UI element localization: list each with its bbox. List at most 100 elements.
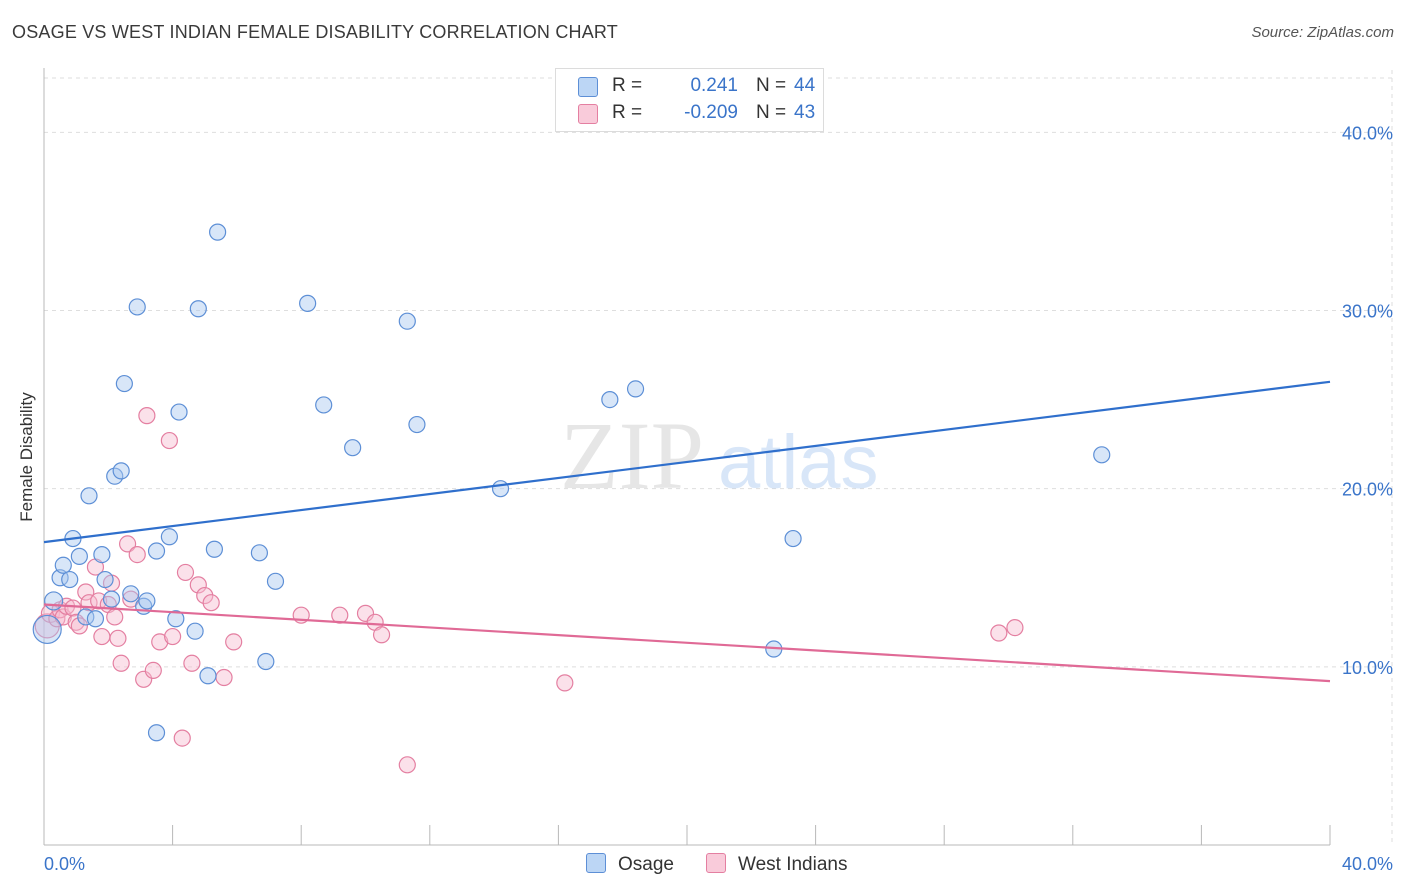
osage-point <box>112 462 130 480</box>
west-indians-trend-line <box>43 603 1331 683</box>
osage-points <box>32 223 1111 742</box>
osage-point <box>54 556 72 574</box>
osage-point <box>199 667 217 685</box>
osage-point <box>160 528 178 546</box>
chart-source: Source: ZipAtlas.com <box>1251 24 1394 41</box>
west-indians-point <box>64 599 82 617</box>
west-indians-point <box>160 431 178 450</box>
west-indians-point <box>138 407 156 425</box>
west-indians-point <box>183 654 201 672</box>
west-indians-point <box>90 592 108 610</box>
osage-point <box>189 300 207 318</box>
west-indians-point <box>990 624 1008 642</box>
gridlines <box>44 70 1393 845</box>
osage-point <box>115 374 133 393</box>
x-tick-label-min: 0.0% <box>44 854 85 874</box>
osage-r-value: 0.241 <box>690 75 738 96</box>
bottom-legend-west-indians: West Indians <box>706 853 847 876</box>
west-indians-point <box>196 586 214 605</box>
west-indians-point <box>112 654 130 672</box>
west-indians-swatch <box>578 104 598 124</box>
osage-point <box>209 223 227 241</box>
osage-point <box>784 529 802 548</box>
osage-point <box>147 542 166 560</box>
osage-point <box>122 585 140 603</box>
osage-point <box>491 480 510 498</box>
west-indians-r-label: R = <box>612 102 643 123</box>
west-indians-legend-label: West Indians <box>738 854 848 875</box>
west-indians-point <box>225 633 243 651</box>
west-indians-points <box>34 407 1024 774</box>
osage-point <box>44 591 64 611</box>
west-indians-point <box>1006 619 1024 637</box>
west-indians-point <box>144 661 162 680</box>
osage-point <box>128 298 146 316</box>
west-indians-point <box>151 633 169 651</box>
west-indians-point <box>109 629 127 647</box>
west-indians-point <box>173 729 191 747</box>
watermark: ZIP atlas <box>560 402 879 509</box>
osage-point <box>250 544 269 562</box>
osage-point <box>86 610 105 628</box>
osage-point <box>32 614 62 645</box>
watermark-atlas: atlas <box>718 420 879 505</box>
osage-point <box>344 439 362 457</box>
osage-point <box>601 390 619 409</box>
osage-point <box>167 610 185 628</box>
y-tick-label: 40.0% <box>1342 123 1393 143</box>
y-tick-label: 10.0% <box>1342 658 1393 678</box>
y-tick-label: 30.0% <box>1342 302 1393 322</box>
chart-title: OSAGE VS WEST INDIAN FEMALE DISABILITY C… <box>12 22 618 42</box>
west-indians-point <box>77 583 95 601</box>
west-indians-r-value: -0.209 <box>684 102 738 123</box>
osage-point <box>408 415 426 434</box>
west-indians-legend-swatch <box>706 853 726 873</box>
osage-point <box>80 487 98 505</box>
osage-point <box>626 380 645 398</box>
west-indians-point <box>372 626 391 644</box>
osage-legend-swatch <box>586 853 606 873</box>
osage-point <box>70 547 88 565</box>
y-tick-label: 20.0% <box>1342 480 1393 500</box>
osage-legend-label: Osage <box>618 854 674 875</box>
osage-point <box>205 540 223 558</box>
osage-point <box>170 403 188 421</box>
west-indians-point <box>556 674 574 692</box>
osage-point <box>266 572 285 590</box>
osage-point <box>257 652 275 671</box>
osage-n-value: 44 <box>794 75 816 96</box>
osage-point <box>96 570 114 589</box>
osage-point <box>1093 446 1111 464</box>
osage-point <box>93 545 111 564</box>
osage-n-label: N = <box>756 75 787 96</box>
west-indians-point <box>189 576 207 594</box>
west-indians-point <box>106 608 124 626</box>
west-indians-point <box>176 563 195 582</box>
osage-point <box>61 570 79 589</box>
correlation-legend: R = 0.241 N = 44 R = -0.209 N = 43 <box>555 68 824 132</box>
west-indians-point <box>398 756 416 774</box>
axes <box>43 68 1331 846</box>
osage-point <box>186 622 204 640</box>
osage-point <box>102 590 121 608</box>
osage-point <box>147 724 166 742</box>
west-indians-point <box>118 535 137 553</box>
osage-point <box>299 294 317 312</box>
west-indians-n-value: 43 <box>794 102 816 123</box>
west-indians-n-label: N = <box>756 102 787 123</box>
west-indians-point <box>215 668 233 687</box>
osage-point <box>138 592 156 610</box>
osage-trend-line <box>43 380 1331 544</box>
bottom-legend-osage: Osage <box>586 853 674 876</box>
osage-point <box>398 312 416 330</box>
west-indians-point <box>202 594 220 612</box>
tick-labels: 10.0% 20.0% 30.0% 40.0% 0.0% 40.0% <box>44 123 1393 874</box>
west-indians-point <box>93 627 111 646</box>
trend-lines <box>43 380 1331 683</box>
osage-point <box>315 396 333 414</box>
west-indians-point <box>128 545 146 564</box>
osage-r-label: R = <box>612 75 643 96</box>
x-tick-label-max: 40.0% <box>1342 854 1393 874</box>
watermark-zip: ZIP <box>560 402 704 509</box>
